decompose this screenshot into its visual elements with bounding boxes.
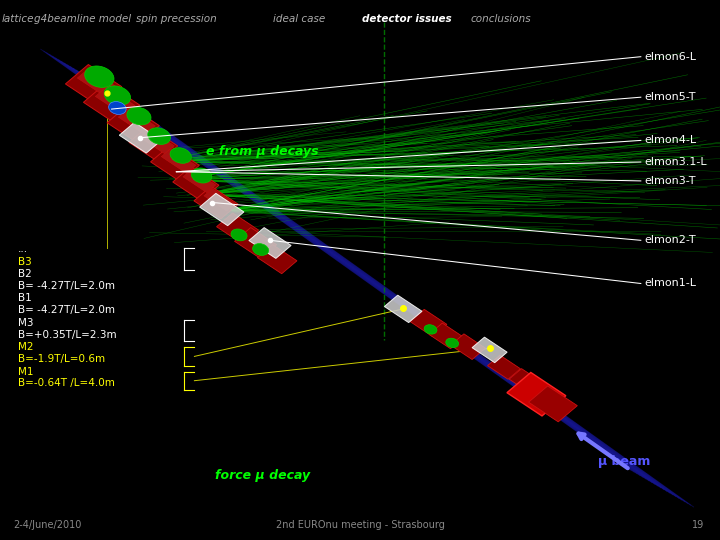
Text: ideal case: ideal case (273, 14, 325, 24)
Polygon shape (249, 227, 291, 259)
Text: e from μ decays: e from μ decays (207, 145, 319, 158)
Text: 19: 19 (692, 520, 704, 530)
Polygon shape (217, 213, 258, 244)
Polygon shape (258, 245, 297, 274)
Polygon shape (120, 122, 161, 153)
Polygon shape (429, 323, 464, 349)
Text: B= -4.27T/L=2.0m: B= -4.27T/L=2.0m (18, 306, 115, 315)
Polygon shape (84, 83, 140, 125)
Text: elmon5-T: elmon5-T (644, 92, 696, 102)
Text: elmon3-T: elmon3-T (644, 176, 696, 186)
Text: B= -4.27T/L=2.0m: B= -4.27T/L=2.0m (18, 281, 115, 291)
Polygon shape (183, 169, 216, 193)
Polygon shape (66, 64, 122, 106)
Polygon shape (95, 87, 135, 115)
Text: elmon4-L: elmon4-L (644, 136, 696, 145)
Text: B2: B2 (18, 269, 32, 279)
Polygon shape (77, 69, 117, 97)
Ellipse shape (424, 325, 437, 334)
Text: B=+0.35T/L=2.3m: B=+0.35T/L=2.3m (18, 330, 117, 340)
Ellipse shape (446, 338, 459, 348)
Text: elmon2-T: elmon2-T (644, 235, 696, 245)
Ellipse shape (231, 229, 247, 241)
Polygon shape (509, 369, 542, 393)
Text: detector issues: detector issues (362, 14, 451, 24)
Ellipse shape (170, 148, 192, 163)
Text: μ beam: μ beam (598, 455, 650, 468)
Polygon shape (235, 227, 276, 259)
Text: M3: M3 (18, 318, 34, 328)
Polygon shape (194, 186, 238, 219)
Polygon shape (140, 129, 174, 154)
Text: force μ decay: force μ decay (215, 469, 310, 482)
Ellipse shape (127, 107, 151, 125)
Polygon shape (107, 105, 159, 144)
Text: elmon1-L: elmon1-L (644, 279, 696, 288)
Text: lattice: lattice (1, 14, 35, 24)
Text: B3: B3 (18, 257, 32, 267)
Polygon shape (528, 386, 577, 422)
Text: B1: B1 (18, 293, 32, 303)
Text: 2-4/June/2010: 2-4/June/2010 (13, 520, 81, 530)
Polygon shape (487, 355, 521, 379)
Text: 2nd EUROnu meeting - Strasbourg: 2nd EUROnu meeting - Strasbourg (276, 520, 444, 530)
Polygon shape (384, 295, 422, 322)
Text: g4beamline model: g4beamline model (35, 14, 131, 24)
Text: elmon3.1-L: elmon3.1-L (644, 157, 707, 167)
Ellipse shape (148, 128, 171, 144)
Polygon shape (129, 126, 178, 162)
Polygon shape (173, 167, 219, 200)
Text: conclusions: conclusions (470, 14, 531, 24)
Polygon shape (410, 309, 447, 336)
Ellipse shape (85, 66, 114, 87)
Polygon shape (118, 108, 156, 135)
Ellipse shape (192, 168, 212, 183)
Ellipse shape (104, 86, 130, 105)
Text: spin precession: spin precession (136, 14, 217, 24)
Text: M1: M1 (18, 367, 34, 376)
Polygon shape (199, 193, 244, 226)
Polygon shape (507, 373, 566, 416)
Text: B=-0.64T /L=4.0m: B=-0.64T /L=4.0m (18, 379, 115, 388)
Text: B=-1.9T/L=0.6m: B=-1.9T/L=0.6m (18, 354, 105, 364)
Polygon shape (161, 148, 196, 173)
Polygon shape (472, 337, 507, 363)
Polygon shape (150, 146, 199, 181)
Polygon shape (204, 188, 235, 211)
Ellipse shape (109, 102, 126, 114)
Polygon shape (451, 334, 485, 360)
Ellipse shape (253, 244, 269, 255)
Text: elmon6-L: elmon6-L (644, 52, 696, 62)
Text: ...: ... (18, 245, 28, 254)
Text: M2: M2 (18, 342, 34, 352)
